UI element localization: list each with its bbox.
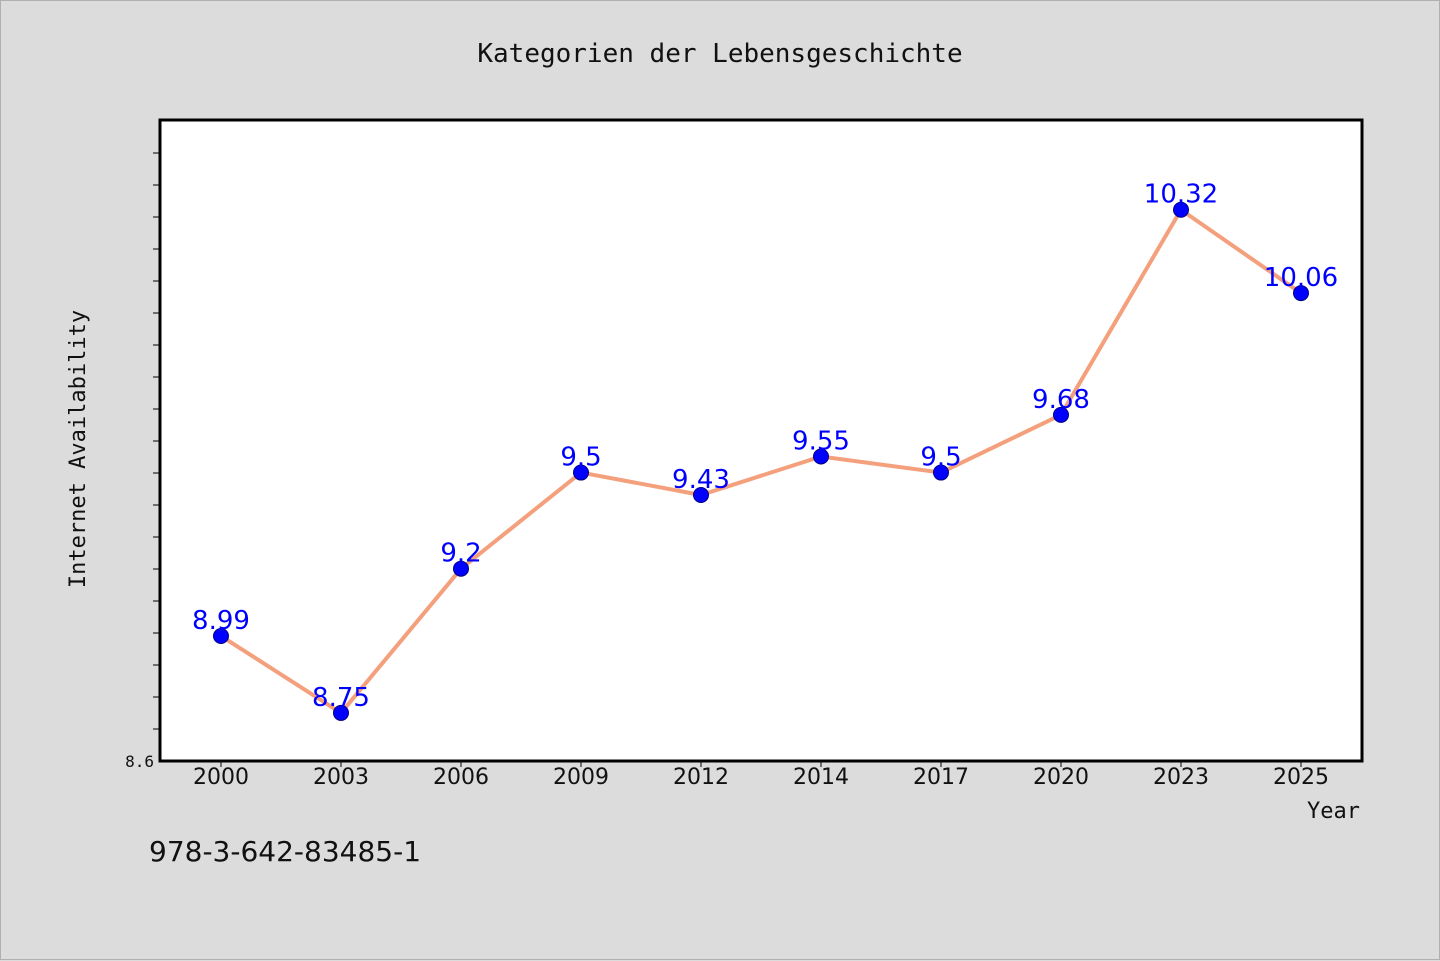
y-tick-label: 8.6 — [125, 752, 154, 771]
y-axis-ticks — [153, 152, 160, 730]
data-point — [453, 560, 469, 577]
x-tick-label: 2023 — [1153, 765, 1209, 790]
data-point — [1173, 201, 1189, 218]
data-point — [693, 486, 709, 503]
data-point — [1293, 285, 1309, 302]
y-axis-label: Internet Availability — [66, 310, 91, 588]
data-point — [333, 704, 349, 721]
x-tick-label: 2006 — [433, 765, 489, 790]
x-tick-label: 2012 — [673, 765, 729, 790]
data-label: 9.5 — [560, 443, 601, 473]
x-tick-label: 2014 — [793, 765, 849, 790]
x-tick-label: 2025 — [1273, 765, 1329, 790]
x-tick-label: 2003 — [313, 765, 369, 790]
data-point — [213, 628, 229, 645]
x-tick-label: 2020 — [1033, 765, 1089, 790]
data-label: 9.55 — [792, 427, 850, 457]
data-point — [813, 448, 829, 465]
x-tick-label: 2000 — [193, 765, 249, 790]
series-points-group — [213, 201, 1309, 721]
x-tick-label: 2017 — [913, 765, 969, 790]
data-label: 9.5 — [920, 443, 961, 473]
chart-title: Kategorien der Lebensgeschichte — [477, 39, 962, 69]
data-point — [933, 464, 949, 481]
isbn-text: 978-3-642-83485-1 — [149, 835, 422, 868]
data-label: 8.75 — [312, 683, 370, 713]
data-label: 9.2 — [440, 539, 481, 569]
series-line-group — [219, 207, 1303, 715]
data-label: 8.99 — [192, 606, 250, 636]
x-axis-label: Year — [1307, 799, 1360, 824]
plot-area — [158, 118, 1364, 763]
data-point — [573, 464, 589, 481]
series-line — [219, 207, 1303, 715]
x-tick-label: 2009 — [553, 765, 609, 790]
data-label: 9.68 — [1032, 385, 1090, 415]
data-point — [1053, 406, 1069, 423]
data-label: 9.43 — [672, 465, 730, 495]
x-axis-ticks: 2000 2003 2006 2009 2012 2014 2017 2020 2023 2025 — [193, 761, 1329, 790]
data-label: 10.06 — [1264, 263, 1338, 293]
data-labels-group: 8.99 8.75 9.2 9.5 9.43 9.55 9.5 9.68 10.32 10.06 — [192, 180, 1338, 713]
data-label: 10.32 — [1144, 180, 1218, 210]
